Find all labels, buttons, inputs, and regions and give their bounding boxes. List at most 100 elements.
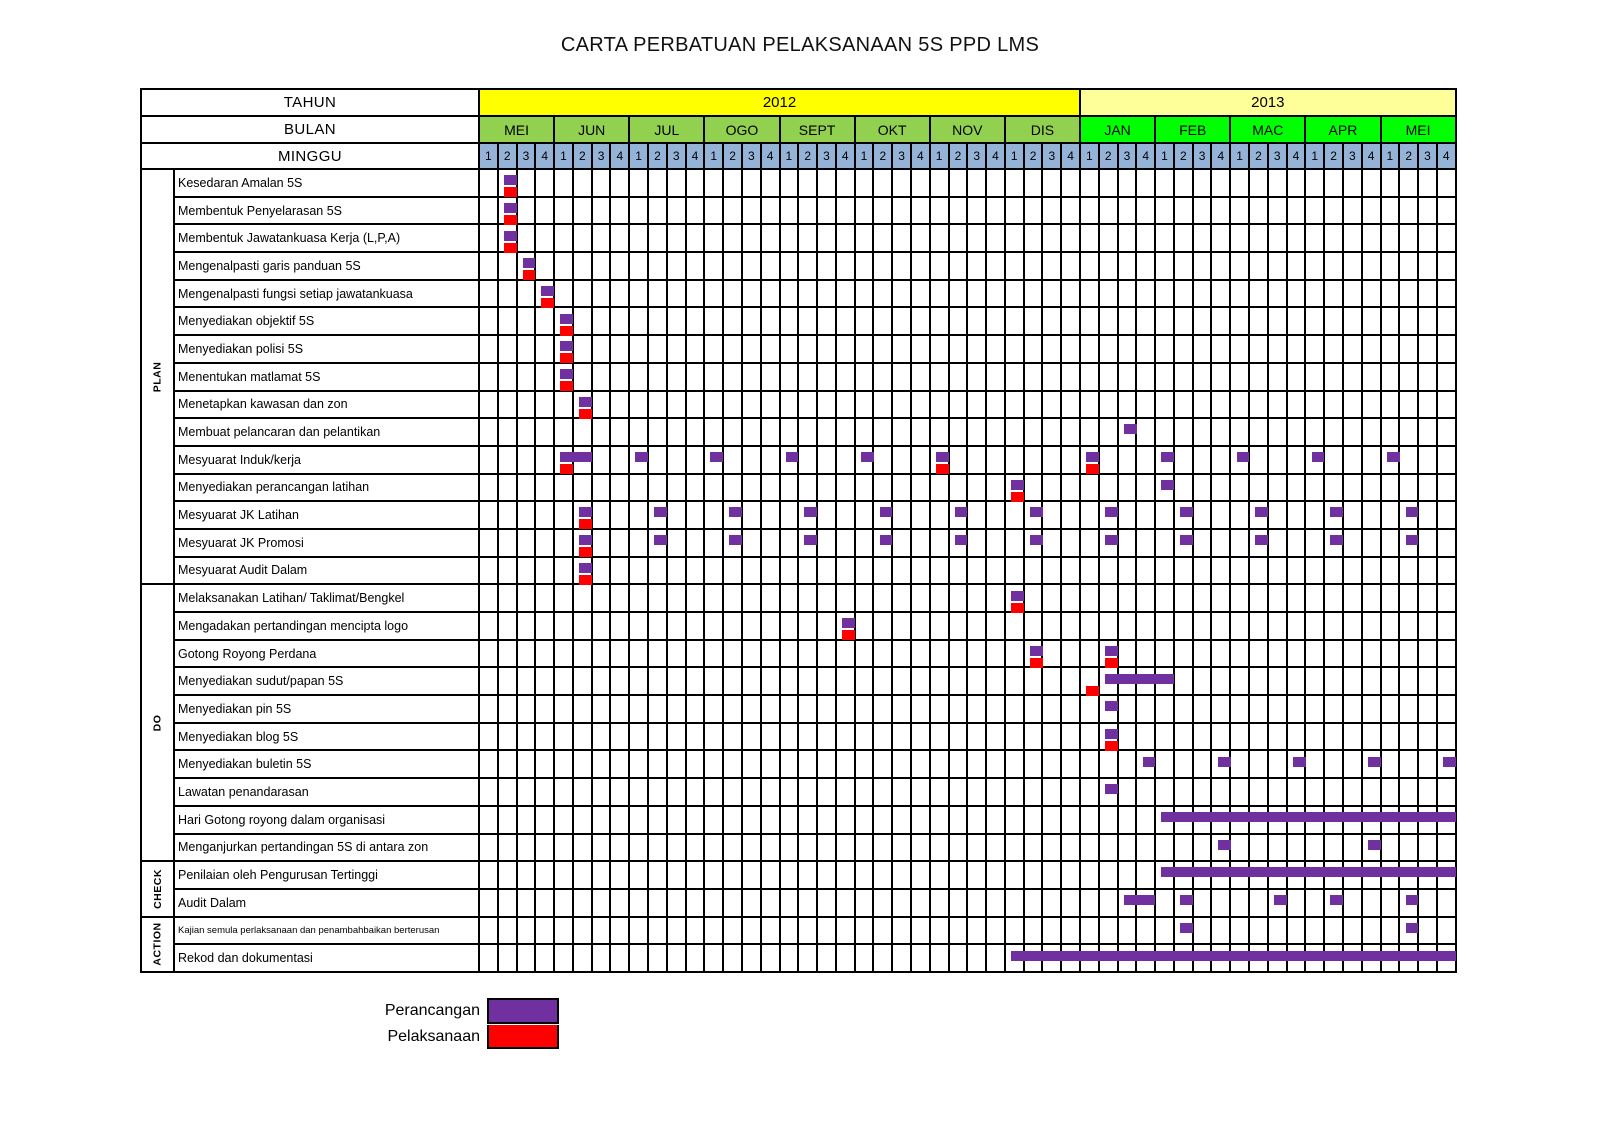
grid-cell [686,806,706,835]
grid-cell [1193,529,1213,558]
grid-cell [911,363,931,392]
grid-cell [1287,696,1307,724]
grid-cell [1212,253,1232,281]
grid-cell [799,502,819,530]
grid-cell [1118,363,1138,392]
grid-cell [1325,806,1344,835]
grid-cell [1099,446,1119,475]
grid-cell [573,945,593,973]
grid-cell [498,862,518,890]
grid-cell [836,363,856,392]
grid-cell [1174,917,1194,946]
grid-cell [1343,502,1363,530]
grid-cell [592,446,612,475]
grid-cell [761,945,781,973]
grid-cell [1343,419,1363,447]
grid-cell [611,696,631,724]
grid-cell [1174,502,1194,530]
task-label: Menyediakan polisi 5S [175,336,480,364]
grid-cell [1137,889,1157,918]
grid-cell [949,419,969,447]
grid-cell [705,640,725,669]
grid-cell [649,225,668,254]
grid-cell [630,391,650,420]
grid-cell [1005,446,1025,475]
grid-cell [1437,529,1457,558]
grid-cell [949,723,969,752]
grid-cell [1325,917,1344,946]
grid-cell [968,474,988,503]
grid-cell [1005,419,1025,447]
grid-cell [1306,474,1326,503]
grid-cell [1400,862,1420,890]
grid-cell [555,585,574,613]
grid-cell [536,613,556,641]
grid-cell [1343,529,1363,558]
grid-cell [667,945,687,973]
grid-cell [611,502,631,530]
week-number: 4 [1212,144,1232,170]
grid-cell [1381,474,1401,503]
grid-cell [742,474,762,503]
grid-cell [686,696,706,724]
grid-cell [1005,391,1025,420]
grid-cell [724,862,743,890]
grid-cell [987,806,1006,835]
grid-cell [799,336,819,364]
grid-cell [1024,419,1044,447]
grid-cell [1174,585,1194,613]
grid-cell [498,308,518,337]
grid-cell [1268,363,1288,392]
week-number: 2 [498,144,518,170]
grid-cell [611,806,631,835]
grid-cell [893,419,912,447]
grid-cell [1193,806,1213,835]
grid-cell [780,336,800,364]
grid-cell [705,391,725,420]
month-jun: JUN [555,117,631,144]
grid-cell [1024,253,1044,281]
grid-cell [1081,502,1100,530]
grid-cell [780,945,800,973]
grid-cell [480,945,499,973]
grid-cell [761,336,781,364]
grid-cell [818,889,837,918]
grid-cell [1062,668,1081,697]
grid-cell [1024,529,1044,558]
grid-cell [536,723,556,752]
grid-cell [1419,197,1438,226]
grid-cell [1381,363,1401,392]
grid-cell [1400,474,1420,503]
grid-cell [742,363,762,392]
grid-cell [573,917,593,946]
grid-cell [1306,557,1326,586]
grid-cell [1268,446,1288,475]
legend-row-actual: Pelaksanaan [368,1024,559,1050]
grid-cell [1325,945,1344,973]
grid-cell [1343,557,1363,586]
grid-cell [611,779,631,807]
week-number: 4 [1137,144,1157,170]
grid-cell [799,723,819,752]
grid-cell [1343,668,1363,697]
grid-cell [1193,917,1213,946]
grid-cell [1043,502,1063,530]
grid-cell [611,585,631,613]
grid-cell [1362,502,1382,530]
grid-cell [1287,723,1307,752]
grid-cell [836,806,856,835]
grid-cell [536,474,556,503]
grid-cell [799,308,819,337]
grid-cell [761,363,781,392]
grid-cell [686,640,706,669]
grid-cell [761,170,781,198]
grid-cell [1419,446,1438,475]
grid-cell [1362,668,1382,697]
grid-cell [573,280,593,309]
grid-cell [1081,585,1100,613]
grid-cell [1024,696,1044,724]
task-label: Menyediakan buletin 5S [175,751,480,780]
grid-cell [1306,640,1326,669]
grid-cell [1099,723,1119,752]
grid-cell [1437,502,1457,530]
